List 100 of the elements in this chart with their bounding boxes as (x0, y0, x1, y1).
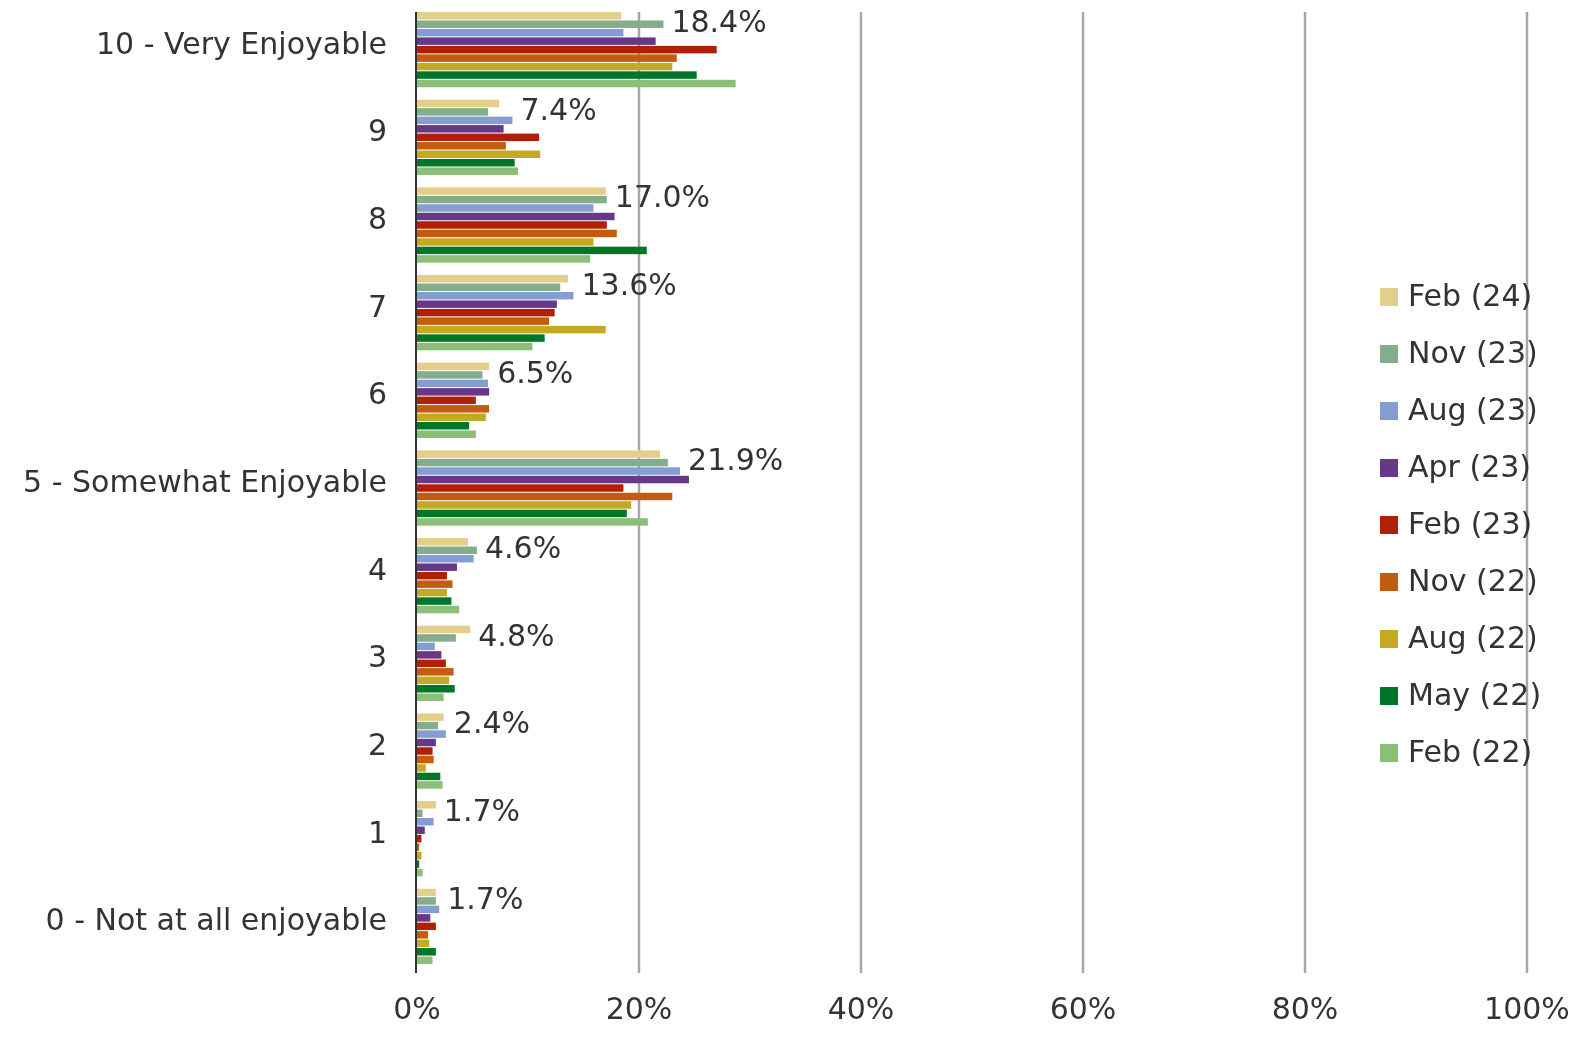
legend-label: Apr (23) (1408, 448, 1532, 484)
bar (417, 914, 431, 922)
bar (417, 554, 474, 563)
bar (417, 659, 446, 668)
bar (417, 195, 607, 204)
bar (417, 28, 624, 37)
bar (417, 422, 470, 430)
data-label: 1.7% (447, 880, 524, 916)
bar (417, 167, 519, 175)
bar (417, 826, 425, 834)
bar (417, 246, 647, 255)
bar (417, 484, 624, 492)
bar (417, 334, 545, 342)
bar (417, 939, 430, 948)
bar (417, 897, 436, 905)
bar (417, 580, 453, 588)
y-tick-label: 8 (367, 200, 387, 236)
data-label: 6.5% (497, 354, 574, 390)
bar (417, 772, 441, 781)
data-label: 4.8% (478, 617, 555, 653)
y-tick-label: 10 - Very Enjoyable (96, 25, 387, 61)
legend-label: Feb (24) (1408, 277, 1533, 313)
bar (417, 458, 668, 467)
bar (417, 133, 540, 142)
legend-label: May (22) (1408, 676, 1542, 712)
legend-label: Nov (22) (1408, 562, 1538, 598)
bar (417, 300, 557, 308)
bar (417, 730, 446, 738)
bar (417, 888, 436, 897)
bar (417, 108, 489, 116)
bar (417, 62, 673, 71)
bar (417, 509, 627, 518)
bar (417, 905, 440, 914)
bar (417, 54, 677, 62)
legend-label: Nov (23) (1408, 334, 1538, 370)
data-label: 18.4% (671, 4, 767, 39)
bar (417, 12, 622, 20)
x-tick-label: 0% (393, 991, 441, 1026)
bar (417, 563, 457, 571)
x-tick-label: 80% (1271, 991, 1339, 1026)
bar (417, 588, 447, 597)
bar (417, 221, 607, 229)
legend-label: Aug (23) (1408, 391, 1538, 427)
bar (417, 255, 591, 263)
y-tick-label: 3 (367, 639, 387, 675)
bar (417, 676, 450, 685)
bar (417, 801, 436, 809)
bar (417, 116, 513, 125)
data-label: 7.4% (520, 91, 597, 127)
x-tick-label: 20% (605, 991, 673, 1026)
bar (417, 99, 500, 108)
bar (417, 843, 420, 851)
bar (417, 379, 489, 388)
bar (417, 450, 661, 458)
bar (417, 948, 436, 956)
bar (417, 45, 717, 54)
y-tick-label: 6 (367, 376, 387, 412)
bar (417, 229, 617, 238)
x-tick-label: 60% (1049, 991, 1117, 1026)
bar (417, 597, 452, 605)
bar (417, 922, 436, 931)
x-tick-label: 100% (1484, 991, 1570, 1026)
bar (417, 79, 736, 88)
bar (417, 538, 469, 546)
bar (417, 283, 561, 291)
bar (417, 396, 476, 405)
bar (417, 809, 423, 817)
bar (417, 308, 555, 317)
data-label: 1.7% (443, 793, 521, 829)
bar (417, 956, 433, 964)
x-tick-label: 40% (827, 991, 895, 1026)
bar (417, 651, 442, 659)
bar (417, 818, 434, 826)
bar (417, 212, 615, 221)
bar (417, 325, 606, 334)
bar (417, 693, 444, 701)
bar (417, 571, 447, 580)
bar (417, 204, 594, 212)
data-label: 17.0% (614, 179, 711, 215)
bar (417, 125, 504, 133)
bar (417, 317, 550, 325)
y-tick-label: 7 (367, 288, 387, 324)
bar (417, 238, 594, 246)
bar (417, 860, 420, 868)
y-tick-label: 9 (367, 113, 387, 149)
bar (417, 634, 456, 642)
bar (417, 371, 483, 379)
bar (417, 388, 490, 396)
bar (417, 713, 444, 721)
data-label: 13.6% (581, 267, 677, 303)
bar (417, 931, 429, 939)
y-tick-label: 4 (367, 551, 387, 587)
bar (417, 142, 506, 150)
bar (417, 362, 490, 371)
legend-label: Feb (23) (1408, 505, 1533, 541)
bar (417, 150, 541, 158)
bar (417, 342, 533, 351)
bar (417, 275, 568, 283)
bar (417, 159, 515, 167)
bar (417, 492, 673, 501)
